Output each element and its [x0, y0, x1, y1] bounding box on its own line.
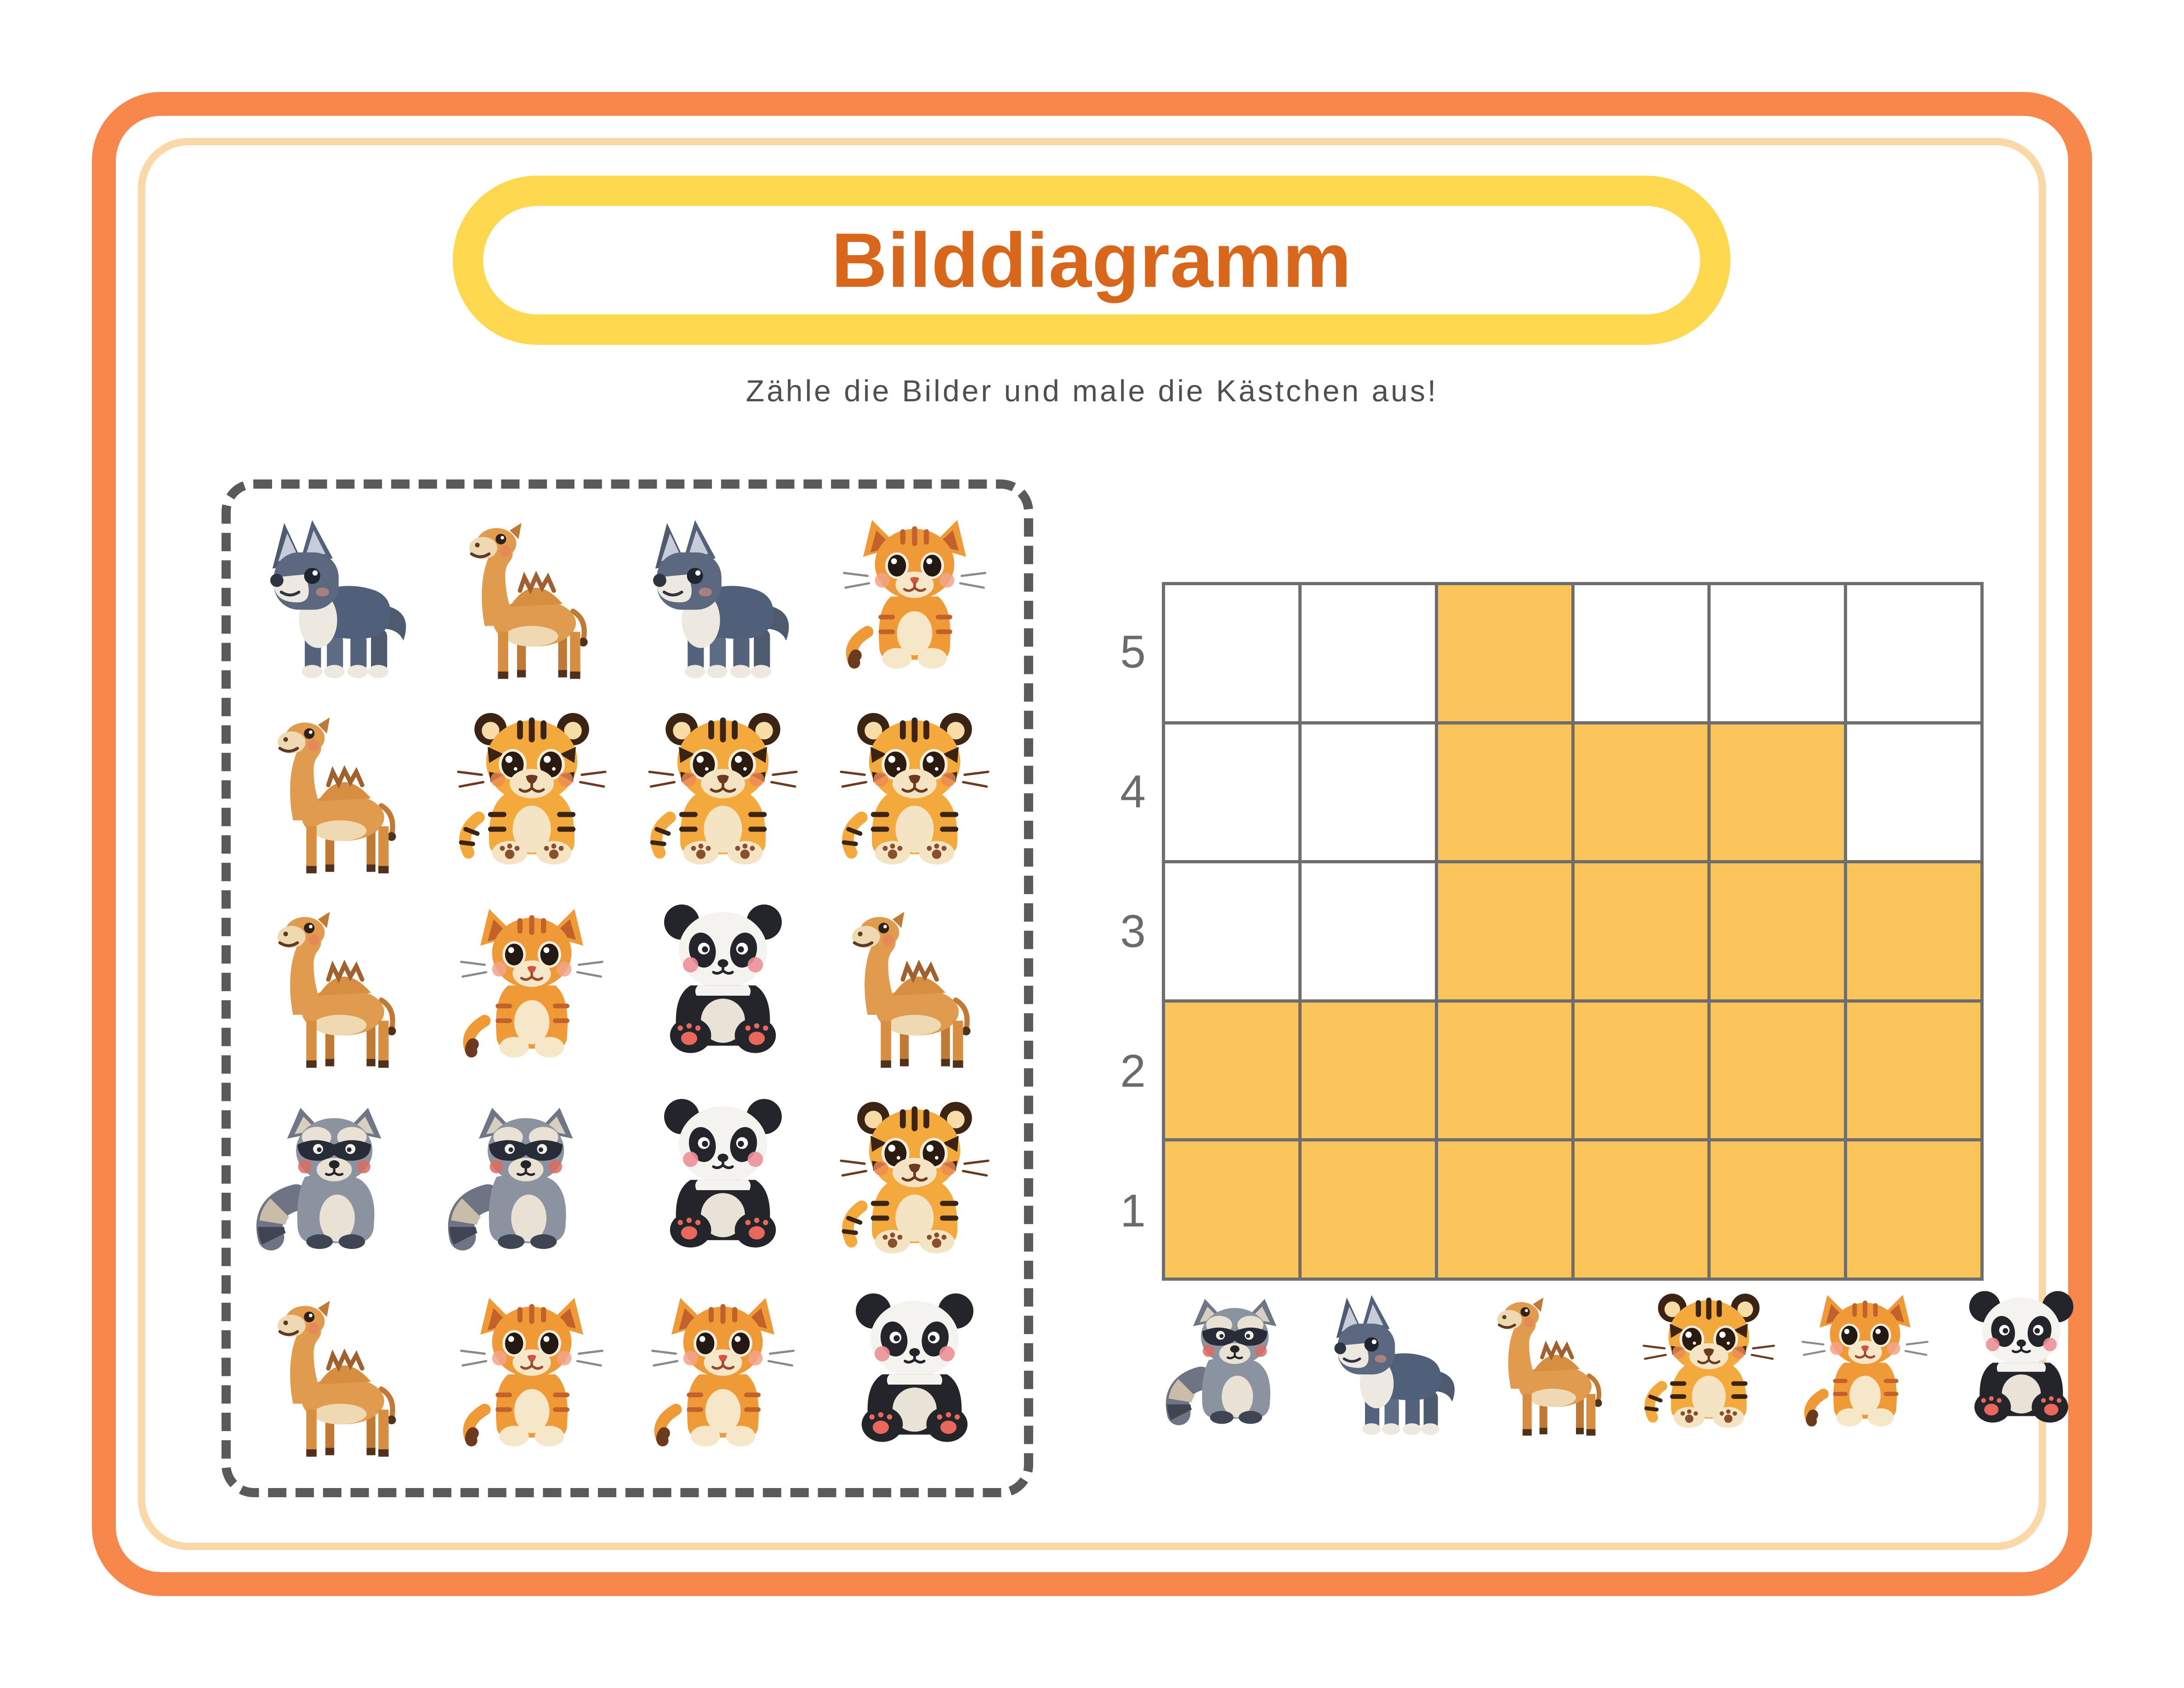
- x-axis-icon-wolf: [1318, 1287, 1474, 1462]
- picture-cell-panda: [819, 1280, 1011, 1474]
- raccoon-icon: [444, 1095, 620, 1271]
- tiger-icon: [1631, 1287, 1787, 1443]
- chart-cell-camel-1: [1438, 1141, 1571, 1277]
- picture-cell-tiger: [819, 697, 1011, 891]
- picture-cell-camel: [436, 502, 628, 697]
- y-axis-label-2: 2: [1120, 1045, 1146, 1097]
- picture-cell-camel: [245, 697, 436, 891]
- chart-cell-cat-2: [1711, 1002, 1844, 1139]
- outer-frame: [92, 92, 2092, 1596]
- y-axis-label-1: 1: [1120, 1185, 1146, 1237]
- chart-cell-panda-1: [1847, 1141, 1980, 1277]
- picture-cell-cat: [819, 502, 1011, 697]
- raccoon-icon: [1162, 1287, 1318, 1443]
- title-pill: Bilddiagramm: [453, 176, 1730, 345]
- x-axis-icon-panda: [1943, 1287, 2099, 1462]
- inner-frame: [138, 138, 2046, 1550]
- chart-cell-raccoon-5: [1165, 585, 1298, 721]
- picture-cell-cat: [627, 1280, 819, 1474]
- picture-cell-tiger: [819, 1085, 1011, 1280]
- picture-cell-panda: [627, 1085, 819, 1280]
- chart-cell-cat-4: [1711, 724, 1844, 861]
- chart-cell-raccoon-2: [1165, 1002, 1298, 1139]
- chart-cell-wolf-2: [1301, 1002, 1435, 1139]
- chart-cell-panda-5: [1847, 585, 1980, 721]
- chart-cell-tiger-3: [1574, 863, 1708, 999]
- picture-cell-raccoon: [245, 1085, 436, 1280]
- chart-cell-tiger-4: [1574, 724, 1708, 861]
- picture-cell-wolf: [627, 502, 819, 697]
- chart-cell-camel-5: [1438, 585, 1571, 721]
- picture-cell-camel: [245, 1280, 436, 1474]
- camel-icon: [1474, 1287, 1631, 1443]
- picture-cell-cat: [436, 1280, 628, 1474]
- chart-cell-raccoon-4: [1165, 724, 1298, 861]
- chart-cell-tiger-1: [1574, 1141, 1708, 1277]
- tiger-icon: [826, 1095, 1003, 1271]
- cat-icon: [1787, 1287, 1943, 1443]
- x-axis-icon-cat: [1787, 1287, 1943, 1462]
- camel-icon: [252, 1289, 428, 1466]
- raccoon-icon: [252, 1095, 428, 1271]
- picture-cell-camel: [819, 891, 1011, 1086]
- picture-cell-camel: [245, 891, 436, 1086]
- picture-cell-wolf: [245, 502, 436, 697]
- chart-cell-wolf-5: [1301, 585, 1435, 721]
- page-title: Bilddiagramm: [831, 217, 1352, 303]
- chart-cell-camel-3: [1438, 863, 1571, 999]
- picture-cell-raccoon: [436, 1085, 628, 1280]
- picture-cell-cat: [436, 891, 628, 1086]
- chart-cell-tiger-2: [1574, 1002, 1708, 1139]
- chart-cell-camel-4: [1438, 724, 1571, 861]
- panda-icon: [635, 1095, 811, 1271]
- tiger-icon: [826, 706, 1003, 882]
- panda-icon: [1943, 1287, 2099, 1443]
- x-axis-icon-raccoon: [1162, 1287, 1318, 1462]
- cat-icon: [635, 1289, 811, 1466]
- camel-icon: [252, 706, 428, 882]
- tiger-icon: [635, 706, 811, 882]
- wolf-icon: [1318, 1287, 1474, 1443]
- picture-cell-tiger: [436, 697, 628, 891]
- panda-icon: [826, 1289, 1003, 1466]
- chart-cell-wolf-1: [1301, 1141, 1435, 1277]
- x-axis-icon-tiger: [1631, 1287, 1787, 1462]
- cat-icon: [826, 511, 1003, 688]
- tiger-icon: [444, 706, 620, 882]
- camel-icon: [444, 511, 620, 688]
- cat-icon: [444, 1289, 620, 1466]
- chart-cell-wolf-4: [1301, 724, 1435, 861]
- camel-icon: [826, 900, 1003, 1077]
- chart-cell-panda-2: [1847, 1002, 1980, 1139]
- picture-cell-panda: [627, 891, 819, 1086]
- chart-cell-raccoon-3: [1165, 863, 1298, 999]
- x-axis-icon-camel: [1474, 1287, 1631, 1462]
- panda-icon: [635, 900, 811, 1077]
- chart-cell-panda-4: [1847, 724, 1980, 861]
- picture-cell-tiger: [627, 697, 819, 891]
- chart-cell-panda-3: [1847, 863, 1980, 999]
- chart-grid: [1162, 582, 1984, 1281]
- chart-cell-cat-3: [1711, 863, 1844, 999]
- subtitle: Zähle die Bilder und male die Kästchen a…: [745, 374, 1439, 408]
- cat-icon: [444, 900, 620, 1077]
- x-axis-icons: [1162, 1287, 1984, 1462]
- chart-cell-cat-5: [1711, 585, 1844, 721]
- y-axis-label-4: 4: [1120, 765, 1146, 817]
- chart-cell-camel-2: [1438, 1002, 1571, 1139]
- y-axis-labels: 5 4 3 2 1: [1098, 582, 1167, 1281]
- camel-icon: [252, 900, 428, 1077]
- picture-box: [222, 479, 1033, 1497]
- y-axis-label-5: 5: [1120, 626, 1146, 678]
- chart-cell-cat-1: [1711, 1141, 1844, 1277]
- wolf-icon: [635, 511, 811, 688]
- chart-cell-tiger-5: [1574, 585, 1708, 721]
- y-axis-label-3: 3: [1120, 905, 1146, 957]
- wolf-icon: [252, 511, 428, 688]
- chart-cell-wolf-3: [1301, 863, 1435, 999]
- chart-cell-raccoon-1: [1165, 1141, 1298, 1277]
